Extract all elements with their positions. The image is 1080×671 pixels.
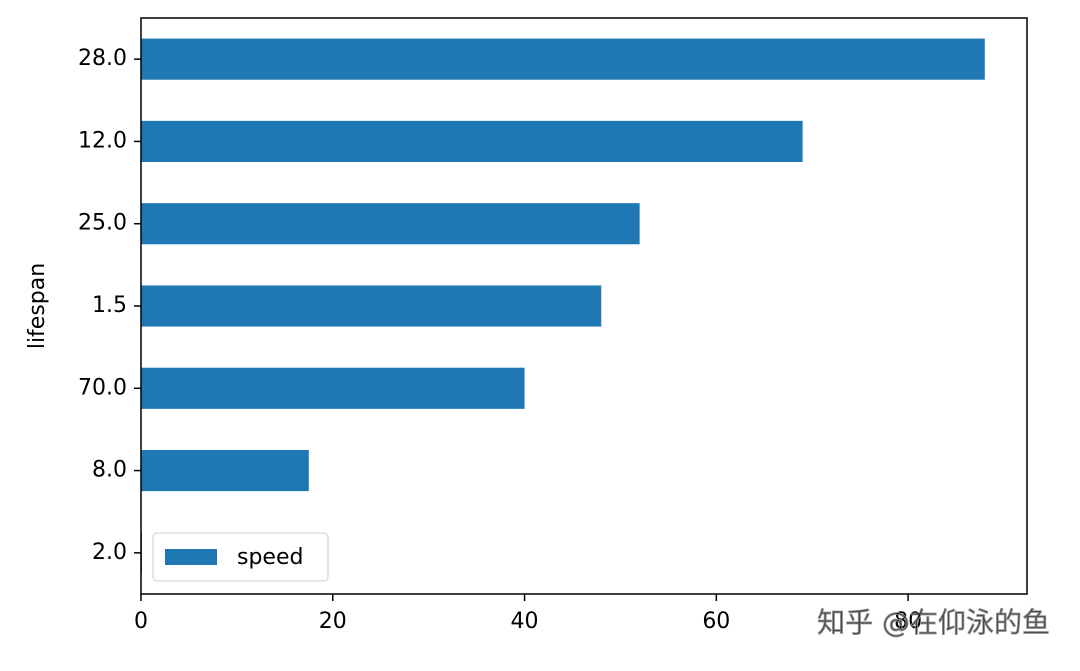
legend-swatch [165, 549, 217, 565]
bar [141, 120, 803, 162]
y-axis-label: lifespan [25, 263, 50, 349]
x-tick-label: 60 [702, 609, 730, 634]
x-tick-label: 20 [319, 609, 347, 634]
x-tick-label: 40 [511, 609, 539, 634]
x-tick-label: 0 [134, 609, 148, 634]
y-tick-label: 1.5 [92, 293, 127, 318]
legend-box [152, 532, 329, 582]
x-tick-label: 80 [894, 609, 922, 634]
legend-label: speed [237, 545, 303, 570]
watermark: 知乎 @在仰泳的鱼 [817, 606, 1050, 639]
bar [141, 367, 525, 409]
y-tick-label: 12.0 [78, 128, 127, 153]
plot-frame [140, 17, 1028, 595]
y-tick-label: 70.0 [78, 375, 127, 400]
bar [141, 38, 985, 80]
y-tick-label: 28.0 [78, 46, 127, 71]
y-tick-label: 2.0 [92, 540, 127, 565]
bar [141, 203, 640, 245]
y-tick-label: 25.0 [78, 211, 127, 236]
bar [141, 285, 602, 327]
bar [141, 450, 309, 492]
y-tick-label: 8.0 [92, 458, 127, 483]
